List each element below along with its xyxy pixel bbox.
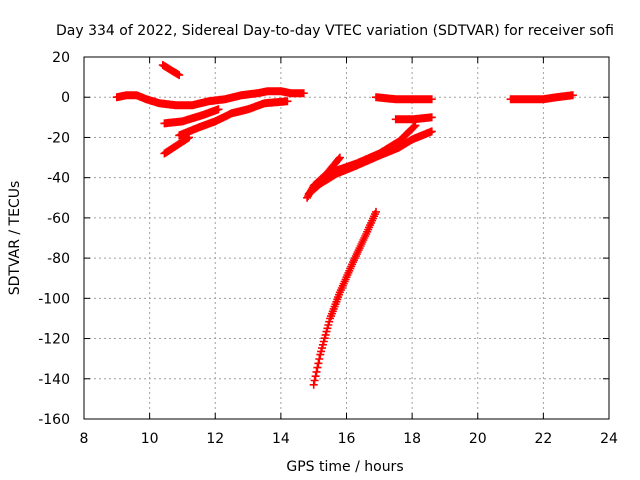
y-tick-label: -40: [47, 171, 70, 187]
x-tick-label: 8: [80, 431, 89, 447]
data-segment: [372, 93, 436, 104]
x-tick-label: 20: [469, 431, 487, 447]
plus-markers: [160, 133, 193, 158]
x-axis-ticks: 8 10 12 14 16 18 20 22 24: [80, 57, 618, 447]
data-segment: [309, 207, 380, 389]
y-tick-label: 0: [61, 90, 70, 106]
plus-markers: [391, 113, 436, 124]
plot-frame: [83, 56, 610, 420]
y-tick-label: -60: [47, 211, 70, 227]
plus-markers: [329, 121, 420, 176]
data-segment: [175, 97, 292, 140]
chart-title: Day 334 of 2022, Sidereal Day-to-day VTE…: [56, 23, 614, 39]
y-tick-label: -160: [38, 412, 70, 428]
x-tick-label: 12: [206, 431, 224, 447]
y-tick-label: -80: [47, 251, 70, 267]
data-segment: [329, 121, 420, 176]
data-segment: [304, 127, 436, 198]
plus-markers: [160, 105, 223, 128]
y-tick-label: -120: [38, 332, 70, 348]
y-tick-label: -100: [38, 291, 70, 307]
plus-markers: [304, 127, 436, 198]
x-tick-label: 14: [272, 431, 290, 447]
plus-markers: [175, 97, 292, 140]
x-tick-label: 18: [403, 431, 421, 447]
data-segment: [160, 133, 193, 158]
y-tick-label: 20: [52, 50, 70, 66]
data-segment: [506, 91, 577, 104]
y-axis-label: SDTVAR / TECUs: [7, 181, 23, 296]
x-tick-label: 16: [338, 431, 356, 447]
plus-markers: [309, 207, 380, 389]
x-tick-label: 24: [600, 431, 618, 447]
data-segment: [391, 113, 436, 124]
data-points: [112, 61, 577, 389]
data-segment: [160, 105, 223, 128]
grid: [84, 57, 609, 419]
plus-markers: [372, 93, 436, 104]
plus-markers: [112, 87, 308, 110]
x-tick-label: 10: [141, 431, 159, 447]
plus-markers: [506, 91, 577, 104]
x-axis-label: GPS time / hours: [286, 459, 403, 475]
y-tick-label: -20: [47, 130, 70, 146]
plus-markers: [158, 61, 184, 80]
data-segment: [112, 87, 308, 110]
x-tick-label: 22: [534, 431, 552, 447]
data-segment: [158, 61, 184, 80]
y-axis-ticks: -160 -140 -120 -100 -80 -60 -40 -20 0 20: [38, 50, 609, 428]
y-tick-label: -140: [38, 372, 70, 388]
